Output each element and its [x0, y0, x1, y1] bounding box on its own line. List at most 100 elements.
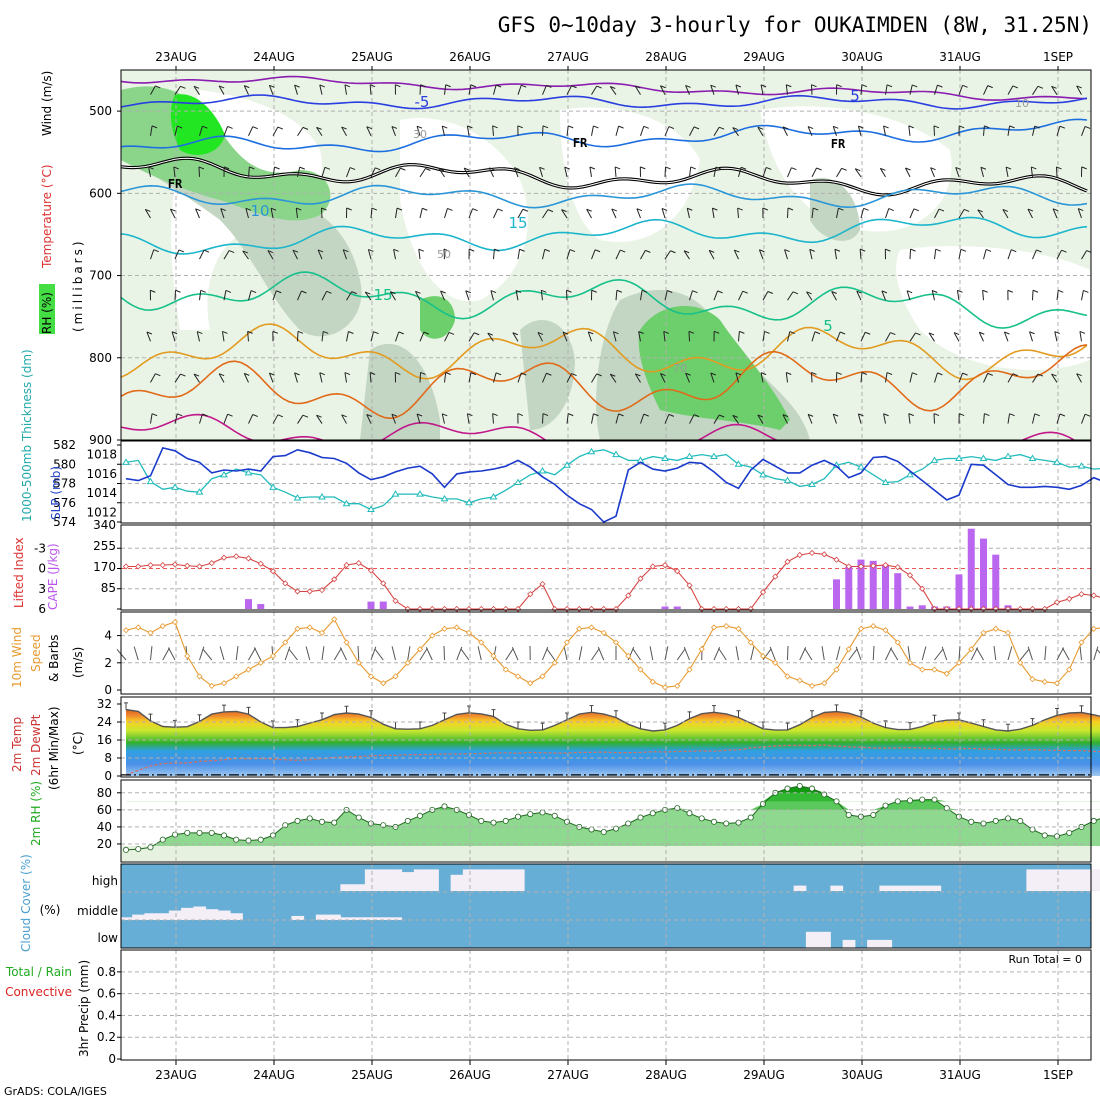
lifted-index-point	[1066, 595, 1073, 602]
lifted-index-point	[845, 563, 852, 570]
wind-barb-flag	[490, 290, 497, 294]
lifted-index-point	[171, 561, 179, 568]
wind-barb	[1081, 290, 1084, 301]
wind-barb-flag	[668, 126, 675, 130]
wind-barb-flag	[734, 249, 740, 253]
cloud-cell	[156, 913, 170, 920]
tick-label: 40	[97, 820, 112, 834]
wind-barb-10m	[855, 646, 862, 661]
wind-barb	[807, 126, 813, 136]
rh-point	[147, 844, 154, 851]
wind-barb	[640, 290, 643, 301]
x-tick-label-bottom: 30AUG	[841, 1068, 883, 1082]
wind-barb-flag	[297, 330, 304, 334]
wind-barb-10m	[1096, 648, 1100, 654]
lifted-index-point	[392, 597, 399, 604]
wind-barb	[268, 372, 274, 383]
tick-label: 0.2	[97, 1030, 116, 1044]
cloud-cell	[1050, 869, 1064, 891]
wind-barb-flag	[369, 372, 376, 375]
cloud-cell	[230, 913, 243, 920]
wind-speed-point	[625, 652, 632, 660]
wind-barb-flag	[569, 249, 576, 253]
wind-barb-flag	[319, 84, 325, 88]
wind-barb	[908, 125, 911, 136]
wind-barb	[444, 332, 450, 342]
tick-label: -3	[34, 541, 46, 555]
wind-barb	[272, 166, 276, 177]
wind-barb	[860, 372, 863, 383]
tick-label: 0	[104, 683, 112, 697]
x-tick-label-bottom: 1SEP	[1043, 1068, 1073, 1082]
wind-barb-flag	[542, 413, 549, 417]
thickness-slp-panel: 574 576 578 580 582 1012 1014 1016 1018 1000-500…	[20, 349, 1100, 529]
wind-barb	[615, 290, 618, 301]
wind-barb	[317, 249, 323, 260]
10m-wind-panel: 0 2 4 10m Wind Speed & Barbs (m/s)	[10, 611, 1100, 697]
wind-barb	[1032, 125, 1036, 136]
wind-barb	[614, 166, 617, 177]
wind-barb-flag	[1079, 330, 1086, 334]
thickness-point	[465, 498, 473, 506]
wind-barb	[270, 208, 274, 219]
wind-barb	[393, 249, 396, 260]
wind-barb	[517, 372, 522, 383]
wind-barb-flag	[932, 290, 938, 293]
wind-barb-flag	[883, 413, 889, 417]
rh-contour-label: 10	[1015, 97, 1029, 110]
wind-barb	[856, 290, 862, 301]
wind-barb-flag	[420, 84, 426, 88]
wind-speed-point	[1053, 680, 1061, 687]
wind-speed-point	[294, 625, 301, 632]
thickness-slp-series	[122, 446, 1100, 523]
wind-barb-flag	[252, 414, 258, 417]
cloud-cell	[1063, 869, 1076, 891]
wind-barb-flag	[1009, 125, 1015, 129]
wind-barb-10m	[339, 647, 347, 661]
wind-barb	[391, 414, 396, 424]
wind-barb-flag	[1052, 208, 1059, 212]
lifted-index-point	[637, 575, 644, 582]
wind-barb-flag	[497, 208, 503, 212]
wind-barb	[444, 84, 447, 95]
wind-barb	[883, 413, 886, 424]
cape-bar	[845, 567, 853, 609]
wind-barb	[591, 249, 596, 260]
wind-barb	[735, 372, 739, 383]
wind10m-label-line3: & Barbs	[47, 634, 61, 682]
lifted-index-cape-grid	[121, 525, 1091, 610]
lifted-index-point	[294, 588, 301, 595]
rh-point	[637, 814, 644, 821]
wind-barb	[419, 84, 422, 95]
wind-barb	[983, 373, 989, 383]
wind-barb-10m	[305, 646, 311, 661]
wind-barb	[1056, 126, 1061, 136]
wind-speed-point	[1041, 678, 1048, 685]
wind-barb	[663, 331, 666, 342]
wind-barb-flag	[591, 289, 597, 293]
wind-barb-10m	[425, 647, 433, 661]
wind-barb	[689, 126, 695, 137]
wind-barb	[810, 372, 813, 383]
wind-barb	[144, 209, 151, 219]
cape-bar	[967, 528, 975, 609]
wind-barb-flag	[586, 208, 592, 212]
thickness-point	[244, 468, 253, 476]
wind-barb-flag	[319, 372, 325, 376]
rh-point	[931, 796, 938, 803]
cape-bar	[245, 599, 252, 609]
wind-speed-point	[355, 659, 362, 666]
wind-barb	[1005, 166, 1009, 177]
wind-barb-flag	[1037, 373, 1044, 377]
wind-barb	[487, 332, 494, 342]
wind-barb	[370, 207, 373, 219]
rh-point	[882, 802, 889, 809]
wind-barb	[419, 331, 425, 342]
lifted-index-point	[686, 582, 693, 589]
slp-label: SLP (mb)	[49, 466, 63, 520]
wind-barb-flag	[610, 86, 616, 89]
freezing-level-label: FR	[831, 137, 846, 151]
x-tick-label-bottom: 27AUG	[547, 1068, 589, 1082]
cloud-cell	[928, 885, 942, 891]
wind-barb	[174, 86, 181, 95]
